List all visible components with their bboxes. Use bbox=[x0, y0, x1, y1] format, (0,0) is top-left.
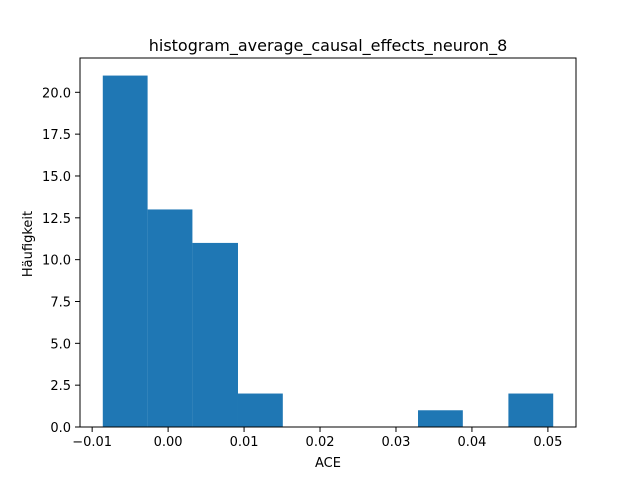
histogram-bar-1 bbox=[147, 209, 193, 427]
y-tick-label: 15.0 bbox=[42, 170, 71, 185]
x-tick-label: 0.04 bbox=[457, 435, 486, 450]
y-axis-ticks: 0.0 2.5 5.0 7.5 10.0 12.5 15.0 17.5 20.0 bbox=[42, 86, 80, 436]
y-tick-label: 7.5 bbox=[50, 295, 71, 310]
y-tick-label: 12.5 bbox=[42, 212, 71, 227]
y-axis-label: Häufigkeit bbox=[21, 211, 36, 277]
x-tick-label: 0.02 bbox=[306, 435, 335, 450]
x-tick-label: −0.01 bbox=[72, 435, 112, 450]
histogram-bar-2 bbox=[192, 242, 238, 427]
x-tick-label: 0.03 bbox=[382, 435, 411, 450]
chart-title: histogram_average_causal_effects_neuron_… bbox=[149, 36, 508, 56]
histogram-bar-7 bbox=[418, 410, 463, 427]
y-tick-label: 0.0 bbox=[50, 421, 71, 436]
histogram-bar-3 bbox=[237, 393, 283, 427]
histogram-bar-0 bbox=[102, 75, 148, 428]
axes-frame bbox=[79, 57, 577, 428]
y-tick-label: 2.5 bbox=[50, 379, 71, 394]
x-tick-label: 0.05 bbox=[533, 435, 562, 450]
x-tick-label: 0.01 bbox=[230, 435, 259, 450]
x-axis-ticks: −0.01 0.00 0.01 0.02 0.03 0.04 0.05 bbox=[72, 427, 562, 450]
y-tick-label: 10.0 bbox=[42, 254, 71, 269]
bars-group bbox=[102, 75, 554, 428]
y-tick-label: 20.0 bbox=[42, 86, 71, 101]
y-tick-label: 17.5 bbox=[42, 128, 71, 143]
x-axis-label: ACE bbox=[315, 456, 341, 471]
y-tick-label: 5.0 bbox=[50, 337, 71, 352]
histogram-bar-9 bbox=[508, 393, 554, 427]
x-tick-label: 0.00 bbox=[154, 435, 183, 450]
